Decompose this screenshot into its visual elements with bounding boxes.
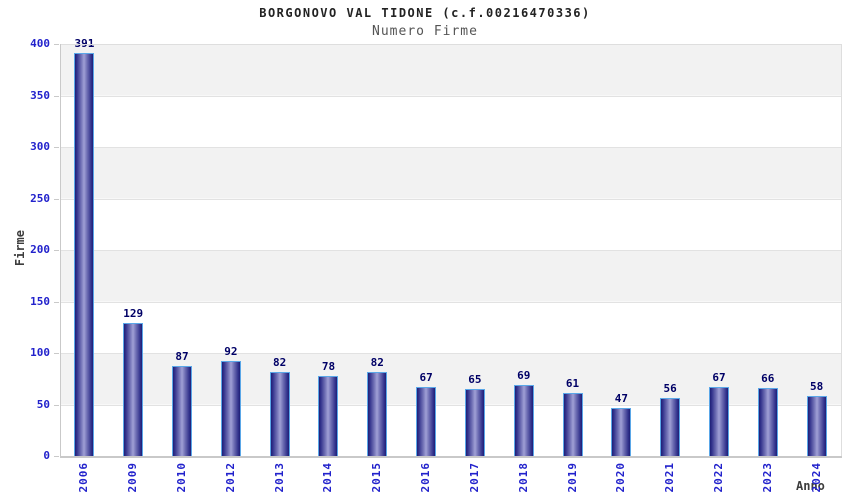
y-tick-mark xyxy=(54,353,59,354)
gridline xyxy=(60,198,841,200)
x-tick-label: 2018 xyxy=(516,462,530,493)
y-tick-label: 300 xyxy=(30,140,50,153)
bar-2021 xyxy=(660,398,681,456)
bar-2024 xyxy=(806,396,827,456)
plot-border-top xyxy=(60,44,841,45)
y-tick-label: 400 xyxy=(30,37,50,50)
plot-area: 391 129 87 92 82 78 82 67 65 69 61 47 56 67 66 58 xyxy=(60,37,841,456)
bar-value-label: 391 xyxy=(74,37,95,51)
y-tick-label: 0 xyxy=(43,449,50,462)
x-tick-label: 2015 xyxy=(370,462,384,493)
bar-2014 xyxy=(318,375,339,456)
y-tick-mark xyxy=(54,404,59,406)
y-tick-mark xyxy=(54,95,59,97)
bar-value-label: 82 xyxy=(370,355,384,369)
bar-value-label: 129 xyxy=(123,307,144,321)
bar-value-label: 66 xyxy=(761,372,775,386)
bar-value-label: 58 xyxy=(809,380,824,394)
x-tick-label: 2009 xyxy=(126,462,140,493)
bar-value-label: 92 xyxy=(224,345,238,359)
plot-border-right xyxy=(841,44,842,456)
x-tick-label: 2021 xyxy=(663,462,677,493)
bar-value-label: 61 xyxy=(565,377,580,391)
x-tick-label: 2017 xyxy=(467,462,481,493)
x-tick-label: 2019 xyxy=(565,462,579,493)
bar-2018 xyxy=(513,384,534,456)
bar-2012 xyxy=(220,361,241,456)
bar-2006 xyxy=(74,53,95,456)
y-axis-title: Firme xyxy=(13,230,27,267)
bar-value-label: 78 xyxy=(321,359,336,373)
x-tick-label: 2014 xyxy=(321,462,335,493)
bar-value-label: 47 xyxy=(614,391,628,405)
bar-value-label: 69 xyxy=(517,368,531,382)
y-tick-label: 50 xyxy=(36,397,50,411)
bar-2009 xyxy=(123,323,144,456)
gridline xyxy=(60,353,841,354)
y-tick-label: 100 xyxy=(30,346,50,359)
y-axis-line xyxy=(60,44,61,456)
bar-value-label: 87 xyxy=(175,350,189,364)
gridline xyxy=(60,147,841,148)
bar-2016 xyxy=(416,386,437,456)
y-tick-label: 250 xyxy=(30,191,50,205)
y-tick-mark xyxy=(54,147,59,148)
x-tick-label: 2006 xyxy=(77,462,91,493)
gridline xyxy=(60,404,841,406)
y-tick-mark xyxy=(54,456,59,457)
y-tick-mark xyxy=(54,44,59,45)
gridline xyxy=(60,301,841,303)
chart-title: BORGONOVO VAL TIDONE (c.f.00216470336) xyxy=(259,6,591,20)
x-tick-label: 2024 xyxy=(809,462,823,493)
x-tick-label: 2010 xyxy=(175,462,189,493)
y-tick-label: 150 xyxy=(30,294,50,308)
chart-subtitle: Numero Firme xyxy=(372,24,478,39)
x-tick-label: 2016 xyxy=(419,462,433,493)
bar-2020 xyxy=(611,407,632,456)
gridline xyxy=(60,250,841,251)
bar-2015 xyxy=(367,371,388,456)
x-tick-label: 2020 xyxy=(614,462,628,493)
x-tick-label: 2013 xyxy=(272,462,286,493)
bar-value-label: 56 xyxy=(663,382,677,396)
bar-value-label: 67 xyxy=(712,370,726,384)
y-tick-mark xyxy=(54,198,59,200)
y-tick-mark xyxy=(54,301,59,303)
x-tick-label: 2012 xyxy=(223,462,237,493)
bar-value-label: 65 xyxy=(468,373,482,387)
bar-2022 xyxy=(708,386,729,456)
gridline xyxy=(60,95,841,97)
x-tick-label: 2022 xyxy=(711,462,725,493)
y-tick-label: 350 xyxy=(30,88,50,102)
bar-value-label: 67 xyxy=(419,370,433,384)
bar-2023 xyxy=(757,388,778,456)
bar-2019 xyxy=(562,393,583,456)
bar-2017 xyxy=(464,389,485,456)
x-axis-line xyxy=(60,456,842,458)
y-tick-mark xyxy=(54,250,59,251)
x-axis-title: Anno xyxy=(796,479,825,493)
bar-2013 xyxy=(269,371,290,456)
y-tick-label: 200 xyxy=(30,243,50,256)
x-tick-label: 2023 xyxy=(760,462,774,493)
bar-value-label: 82 xyxy=(273,355,287,369)
bar-2010 xyxy=(172,366,193,456)
